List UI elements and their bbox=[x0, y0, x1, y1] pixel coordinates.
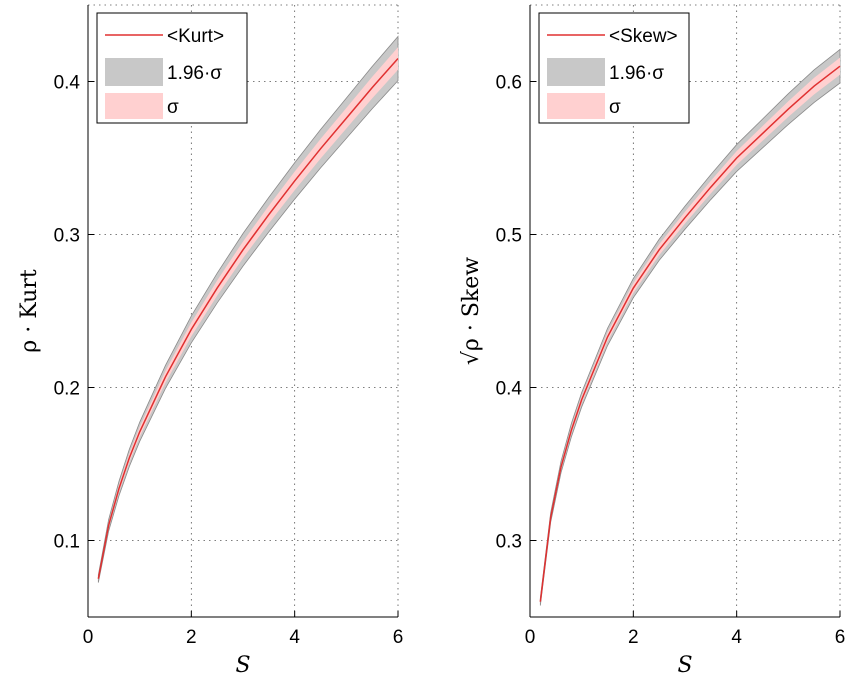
legend-grey-swatch bbox=[105, 58, 163, 86]
x-tick-label: 6 bbox=[835, 627, 846, 648]
x-axis-label: S bbox=[235, 653, 250, 678]
x-tick-label: 2 bbox=[628, 627, 639, 648]
y-tick-label: 0.1 bbox=[54, 532, 80, 553]
band-1-96-sigma bbox=[539, 48, 841, 606]
y-tick-label: 0.2 bbox=[54, 379, 80, 400]
y-tick-label: 0.3 bbox=[496, 532, 522, 553]
legend-label: 1.96·σ bbox=[167, 63, 222, 84]
y-axis-label: √ρ · Skew bbox=[459, 257, 484, 365]
series-line bbox=[97, 58, 399, 579]
legend-pink-swatch bbox=[105, 93, 163, 119]
y-tick-label: 0.3 bbox=[54, 226, 80, 247]
x-tick-label: 6 bbox=[393, 627, 404, 648]
legend-label: 1.96·σ bbox=[609, 63, 664, 84]
legend: <Skew> 1.96·σ σ bbox=[538, 12, 690, 124]
x-tick-label: 4 bbox=[731, 627, 742, 648]
y-tick-label: 0.4 bbox=[54, 73, 81, 94]
legend-pink-swatch bbox=[547, 93, 605, 119]
series-line bbox=[539, 65, 841, 602]
y-tick-label: 0.4 bbox=[496, 379, 523, 400]
y-tick-label: 0.5 bbox=[496, 226, 522, 247]
y-tick-label: 0.6 bbox=[496, 73, 522, 94]
x-tick-label: 4 bbox=[289, 627, 300, 648]
legend-label: σ bbox=[609, 97, 621, 118]
x-tick-label: 0 bbox=[83, 627, 94, 648]
x-axis-label: S bbox=[677, 653, 692, 678]
skewness-panel: 0 2 4 6 0.3 0.4 0.5 0.6 S √ρ · Skew <Skew> 1.96·σ σ bbox=[459, 4, 846, 678]
y-axis-label: ρ · Kurt bbox=[17, 269, 42, 353]
legend-grey-swatch bbox=[547, 58, 605, 86]
legend-label: <Skew> bbox=[609, 26, 678, 47]
band-sigma bbox=[540, 57, 840, 604]
band-sigma bbox=[98, 47, 398, 581]
x-tick-label: 2 bbox=[186, 627, 197, 648]
legend-label: <Kurt> bbox=[167, 26, 224, 47]
x-tick-label: 0 bbox=[525, 627, 536, 648]
legend-label: σ bbox=[167, 97, 179, 118]
legend: <Kurt> 1.96·σ σ bbox=[96, 12, 248, 124]
kurtosis-panel: 0 2 4 6 0.1 0.2 0.3 0.4 Sρ · Kurt <Kurt> 1.96·σ σ bbox=[17, 4, 404, 678]
